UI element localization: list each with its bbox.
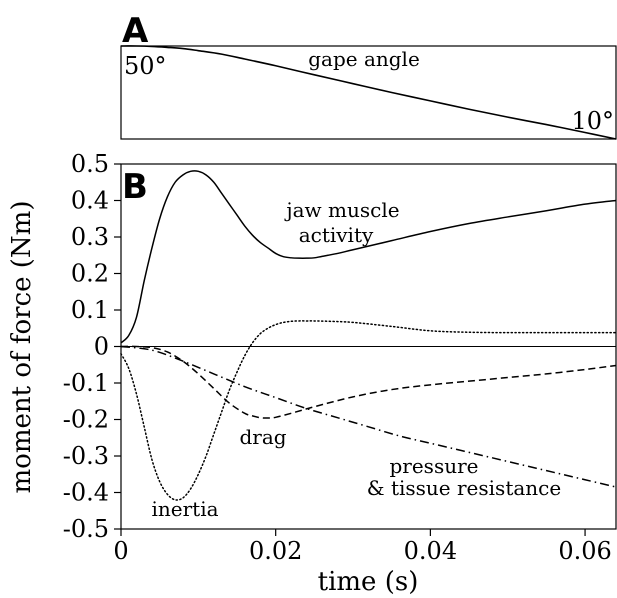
y-tick-label: -0.5: [63, 515, 109, 543]
x-tick-label: 0.04: [404, 537, 457, 565]
pressure-label-line2: & tissue resistance: [367, 476, 561, 500]
y-tick-label: -0.4: [63, 479, 109, 507]
x-axis: 0 0.02 0.04 0.06: [113, 529, 612, 565]
y-axis: 0.5 0.4 0.3 0.2 0.1 0 -0.1 -0.2 -0.3 -0.4 -0.5: [63, 150, 121, 543]
y-tick-label: 0.5: [71, 150, 109, 178]
gape-angle-curve: [120, 45, 617, 140]
y-tick-label: -0.3: [63, 442, 109, 470]
muscle-label-line2: activity: [299, 223, 374, 247]
inertia-label: inertia: [151, 497, 218, 521]
muscle-label-line1: jaw muscle: [284, 198, 399, 222]
y-tick-label: 0.3: [71, 223, 109, 251]
y-tick-label: 0.1: [71, 296, 109, 324]
y-axis-title: moment of force (Nm): [7, 201, 37, 494]
series-line-inertia: [120, 320, 617, 501]
y-tick-label: 0.2: [71, 260, 109, 288]
panel-a-frame: [120, 45, 617, 140]
pressure-label-line1: pressure: [389, 454, 478, 478]
x-tick-label: 0: [113, 537, 128, 565]
x-tick-label: 0.02: [249, 537, 302, 565]
gape-end-angle: 10°: [571, 107, 614, 135]
series-line-pressure-and-tissue-resistance: [120, 345, 617, 488]
panel-b: B 0.5 0.4 0.3 0.2 0.1 0 -0.1 -0.2 -0.3 -0.4 -0.5 0…: [7, 150, 617, 597]
panel-a-letter: A: [122, 11, 149, 51]
panel-b-letter: B: [122, 167, 148, 207]
gape-start-angle: 50°: [124, 52, 167, 80]
x-tick-label: 0.06: [558, 537, 611, 565]
panel-a: A 50° 10° gape angle: [120, 11, 617, 140]
y-tick-label: 0: [94, 333, 109, 361]
y-tick-label: -0.2: [63, 406, 109, 434]
y-tick-label: 0.4: [71, 187, 109, 215]
series-line-drag: [120, 345, 617, 419]
x-axis-title: time (s): [318, 567, 419, 597]
drag-label: drag: [239, 425, 286, 449]
gape-angle-label: gape angle: [308, 47, 420, 71]
series-line-jaw-muscle-activity: [120, 170, 617, 344]
series-layer: [120, 170, 617, 501]
y-tick-label: -0.1: [63, 369, 109, 397]
